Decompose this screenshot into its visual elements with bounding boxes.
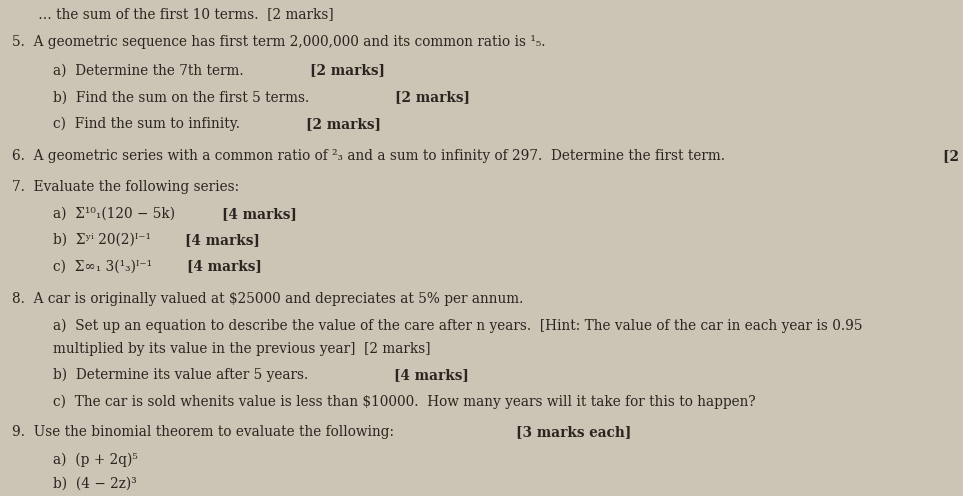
- Text: [4 marks]: [4 marks]: [221, 207, 297, 221]
- Text: 9.  Use the binomial theorem to evaluate the following:: 9. Use the binomial theorem to evaluate …: [12, 425, 403, 439]
- Text: [4 marks]: [4 marks]: [187, 259, 261, 273]
- Text: … the sum of the first 10 terms.  [2 marks]: … the sum of the first 10 terms. [2 mark…: [12, 7, 333, 21]
- Text: [2 marks]: [2 marks]: [305, 117, 380, 131]
- Text: 7.  Evaluate the following series:: 7. Evaluate the following series:: [12, 180, 239, 194]
- Text: b)  Find the sum on the first 5 terms.: b) Find the sum on the first 5 terms.: [53, 90, 318, 104]
- Text: [4 marks]: [4 marks]: [394, 368, 468, 382]
- Text: 5.  A geometric sequence has first term 2,000,000 and its common ratio is ¹₅.: 5. A geometric sequence has first term 2…: [12, 35, 545, 49]
- Text: a)  Determine the 7th term.: a) Determine the 7th term.: [53, 63, 252, 77]
- Text: a)  (p + 2q)⁵: a) (p + 2q)⁵: [53, 452, 138, 467]
- Text: [2 marks]: [2 marks]: [943, 149, 963, 163]
- Text: [2 marks]: [2 marks]: [310, 63, 385, 77]
- Text: 6.  A geometric series with a common ratio of ²₃ and a sum to infinity of 297.  : 6. A geometric series with a common rati…: [12, 149, 733, 163]
- Text: b)  Σʸⁱ 20(2)ᴵ⁻¹: b) Σʸⁱ 20(2)ᴵ⁻¹: [53, 233, 155, 247]
- Text: a)  Set up an equation to describe the value of the care after n years.  [Hint: : a) Set up an equation to describe the va…: [53, 318, 863, 333]
- Text: [3 marks each]: [3 marks each]: [516, 425, 631, 439]
- Text: [4 marks]: [4 marks]: [185, 233, 260, 247]
- Text: b)  Determine its value after 5 years.: b) Determine its value after 5 years.: [53, 368, 317, 382]
- Text: c)  Find the sum to infinity.: c) Find the sum to infinity.: [53, 117, 248, 131]
- Text: c)  The car is sold whenits value is less than $10000.  How many years will it t: c) The car is sold whenits value is less…: [53, 395, 765, 409]
- Text: c)  Σ∞₁ 3(¹₃)ᴵ⁻¹: c) Σ∞₁ 3(¹₃)ᴵ⁻¹: [53, 259, 156, 273]
- Text: [2 marks]: [2 marks]: [395, 90, 470, 104]
- Text: b)  (4 − 2z)³: b) (4 − 2z)³: [53, 477, 137, 491]
- Text: multiplied by its value in the previous year]  [2 marks]: multiplied by its value in the previous …: [53, 342, 430, 356]
- Text: 8.  A car is originally valued at $25000 and depreciates at 5% per annum.: 8. A car is originally valued at $25000 …: [12, 292, 523, 306]
- Text: a)  Σ¹⁰₁(120 − 5k): a) Σ¹⁰₁(120 − 5k): [53, 207, 184, 221]
